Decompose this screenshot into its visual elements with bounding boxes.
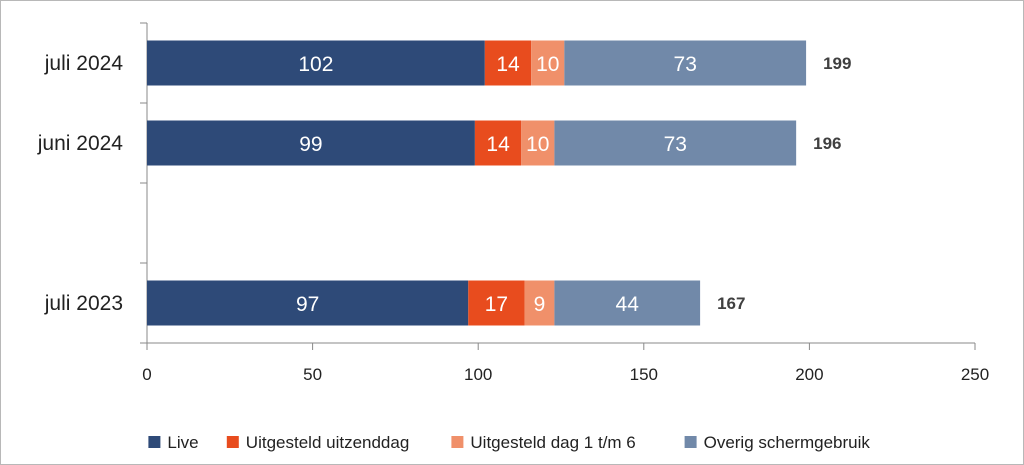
segment-value-label: 14	[486, 133, 510, 156]
segment-value-label: 10	[536, 53, 559, 76]
x-tick-label: 250	[961, 365, 989, 384]
bar-segment	[484, 40, 532, 86]
bar-segment	[147, 280, 469, 326]
legend-label: Uitgesteld uitzenddag	[246, 433, 410, 452]
category-label: juli 2023	[44, 292, 123, 315]
bar-segment	[521, 120, 555, 166]
segment-value-label: 99	[299, 133, 322, 156]
bar-segment	[474, 120, 522, 166]
legend-swatch	[451, 436, 464, 448]
segment-value-label: 17	[485, 293, 508, 316]
segment-value-label: 44	[616, 293, 640, 316]
bar-segment	[554, 120, 797, 166]
total-value-label: 199	[823, 54, 851, 73]
x-tick-label: 200	[795, 365, 823, 384]
segment-value-label: 14	[496, 53, 520, 76]
total-value-label: 167	[717, 294, 745, 313]
segment-value-label: 9	[534, 293, 546, 316]
legend-swatch	[148, 436, 161, 448]
bar-segment	[468, 280, 525, 326]
bar-segment	[147, 40, 485, 86]
total-value-label: 196	[813, 134, 841, 153]
legend-label: Uitgesteld dag 1 t/m 6	[470, 433, 635, 452]
bar-segment	[554, 280, 701, 326]
x-tick-label: 150	[630, 365, 658, 384]
legend-label: Overig schermgebruik	[704, 433, 871, 452]
bar-segment	[147, 120, 475, 166]
segment-value-label: 73	[674, 53, 697, 76]
segment-value-label: 10	[526, 133, 549, 156]
segment-value-label: 73	[664, 133, 687, 156]
category-label: juli 2024	[44, 52, 124, 75]
legend-swatch	[226, 436, 239, 448]
x-tick-label: 50	[303, 365, 322, 384]
bar-segment	[564, 40, 807, 86]
category-label: juni 2024	[37, 132, 124, 155]
segment-value-label: 102	[298, 53, 333, 76]
x-tick-label: 100	[464, 365, 492, 384]
x-tick-label: 0	[142, 365, 151, 384]
legend-label: Live	[167, 433, 198, 452]
segment-value-label: 97	[296, 293, 319, 316]
legend-swatch	[684, 436, 697, 448]
bar-segment	[524, 280, 555, 326]
bar-segment	[531, 40, 565, 86]
